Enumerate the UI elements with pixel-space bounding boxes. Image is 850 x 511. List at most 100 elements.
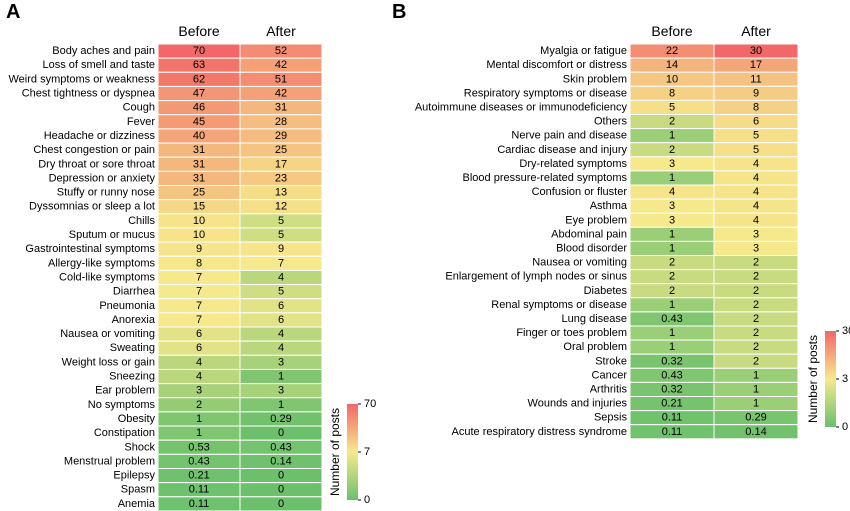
row-label: Body aches and pain	[52, 45, 155, 57]
row-label: Ear problem	[95, 385, 155, 397]
row-label: Acute respiratory distress syndrome	[452, 426, 627, 438]
cell-value: 0	[278, 484, 284, 496]
row-label: Obesity	[118, 413, 156, 425]
cell-value: 1	[669, 172, 675, 184]
row-label: Blood disorder	[556, 242, 627, 254]
row-label: Allergy-like symptoms	[48, 257, 155, 269]
row-label: Respiratory symptoms or disease	[464, 87, 627, 99]
cell-value: 2	[669, 257, 675, 269]
cell-value: 2	[753, 355, 759, 367]
cell-value: 7	[196, 271, 202, 283]
colorbar-tick-label: 0	[364, 494, 370, 506]
cell-value: 0.11	[662, 426, 683, 438]
cell-value: 2	[669, 116, 675, 128]
panel-label: A	[6, 1, 20, 23]
row-label: Sneezing	[109, 371, 155, 383]
colorbar	[825, 331, 836, 427]
cell-value: 0	[278, 427, 284, 439]
cell-value: 0	[278, 470, 284, 482]
cell-value: 22	[666, 45, 678, 57]
row-label: Pneumonia	[99, 300, 156, 312]
row-label: Chills	[128, 215, 155, 227]
cell-value: 3	[669, 158, 675, 170]
row-label: Cough	[123, 102, 155, 114]
colorbar-tick-label: 7	[364, 446, 370, 458]
row-label: Others	[594, 116, 628, 128]
cell-value: 8	[753, 101, 759, 113]
cell-value: 7	[196, 314, 202, 326]
cell-value: 6	[753, 116, 759, 128]
row-label: No symptoms	[88, 399, 156, 411]
row-label: Finger or toes problem	[516, 327, 627, 339]
cell-value: 9	[278, 243, 284, 255]
cell-value: 5	[753, 130, 759, 142]
cell-value: 1	[669, 242, 675, 254]
cell-value: 30	[750, 45, 762, 57]
cell-value: 7	[196, 286, 202, 298]
cell-value: 0.53	[188, 441, 209, 453]
row-label: Cardiac disease and injury	[497, 144, 627, 156]
cell-value: 6	[196, 342, 202, 354]
cell-value: 3	[753, 242, 759, 254]
colorbar	[347, 404, 358, 500]
cell-value: 15	[193, 201, 205, 213]
colorbar-tick-label: 30	[842, 325, 850, 337]
row-label: Stuffy or runny nose	[57, 187, 155, 199]
cell-value: 63	[193, 59, 205, 71]
row-label: Anemia	[118, 498, 156, 510]
cell-value: 3	[669, 214, 675, 226]
cell-value: 8	[196, 257, 202, 269]
colorbar-tick-label: 70	[364, 398, 376, 410]
cell-value: 1	[278, 371, 284, 383]
row-label: Sepsis	[594, 412, 628, 424]
cell-value: 29	[275, 130, 287, 142]
cell-value: 2	[196, 399, 202, 411]
cell-value: 4	[669, 186, 675, 198]
cell-value: 0.43	[270, 441, 291, 453]
row-label: Wounds and injuries	[528, 398, 628, 410]
row-label: Arthritis	[590, 383, 628, 395]
cell-value: 1	[669, 327, 675, 339]
cell-value: 42	[275, 59, 287, 71]
cell-value: 4	[753, 200, 759, 212]
cell-value: 3	[196, 385, 202, 397]
cell-value: 9	[753, 87, 759, 99]
cell-value: 5	[278, 229, 284, 241]
cell-value: 4	[196, 356, 202, 368]
cell-value: 1	[753, 398, 759, 410]
cell-value: 31	[275, 102, 287, 114]
row-label: Diabetes	[584, 285, 628, 297]
row-label: Eye problem	[565, 214, 627, 226]
cell-value: 4	[753, 186, 759, 198]
cell-value: 6	[278, 314, 284, 326]
row-label: Sputum or mucus	[69, 229, 156, 241]
cell-value: 4	[753, 158, 759, 170]
row-label: Oral problem	[563, 341, 627, 353]
cell-value: 11	[750, 73, 761, 85]
cell-value: 2	[753, 341, 759, 353]
cell-value: 2	[753, 313, 759, 325]
cell-value: 0.32	[661, 355, 682, 367]
cell-value: 10	[193, 229, 205, 241]
cell-value: 0.14	[745, 426, 766, 438]
row-label: Menstrual problem	[64, 455, 155, 467]
row-label: Dyssomnias or sleep a lot	[29, 201, 155, 213]
cell-value: 1	[669, 130, 675, 142]
row-label: Cancer	[592, 369, 628, 381]
row-label: Weight loss or gain	[62, 356, 155, 368]
heatmap-cell	[713, 424, 799, 440]
cell-value: 62	[193, 73, 205, 85]
cell-value: 1	[278, 399, 284, 411]
cell-value: 0.14	[270, 455, 291, 467]
row-label: Chest congestion or pain	[33, 144, 155, 156]
row-label: Loss of smell and taste	[42, 59, 155, 71]
cell-value: 2	[753, 327, 759, 339]
cell-value: 3	[669, 200, 675, 212]
cell-value: 2	[753, 299, 759, 311]
row-label: Shock	[124, 441, 155, 453]
cell-value: 2	[753, 285, 759, 297]
cell-value: 17	[750, 59, 762, 71]
cell-value: 17	[275, 158, 287, 170]
